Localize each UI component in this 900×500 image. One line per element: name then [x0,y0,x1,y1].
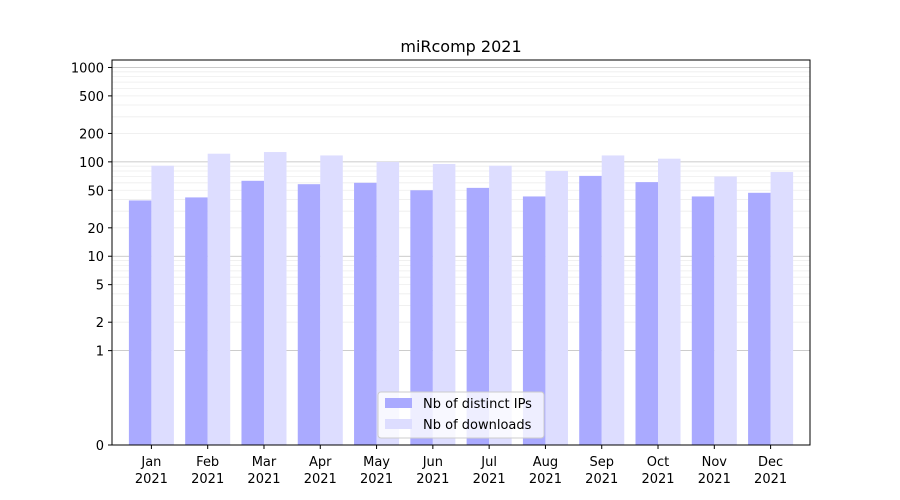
legend-label: Nb of downloads [423,418,532,433]
x-tick-label-year: 2021 [529,472,562,487]
y-tick-label: 5 [96,279,104,294]
legend-box [377,391,545,439]
legend: Nb of distinct IPs Nb of downloads [377,391,545,439]
bar-distinct-ips [691,196,715,445]
bar-downloads [432,163,456,445]
x-tick-label-year: 2021 [191,472,224,487]
x-tick-label-year: 2021 [473,472,506,487]
y-axis: 0 1 2 5 10 20 50 100 200 500 1000 [71,61,112,454]
bar-downloads [263,152,287,445]
legend-label: Nb of distinct IPs [423,397,532,412]
x-tick-label-year: 2021 [416,472,449,487]
bar-distinct-ips [297,184,321,445]
bar-distinct-ips [354,182,377,445]
y-tick-label: 200 [79,127,104,142]
x-tick-label-month: May [363,455,390,470]
x-tick-label-month: Aug [533,455,558,470]
x-tick-label-year: 2021 [360,472,393,487]
bars [128,152,794,446]
x-tick-label-year: 2021 [585,472,618,487]
y-tick-label: 1000 [71,61,104,76]
x-axis: Jan 2021 Feb 2021 Mar 2021 Apr 2021 May 2021 Jun 20… [135,445,787,487]
bar-distinct-ips [241,180,264,445]
bar-distinct-ips [410,190,433,445]
bar-downloads [489,165,512,445]
x-tick-label-month: Oct [647,455,669,470]
bar-downloads [376,161,400,445]
y-tick-label: 10 [87,250,104,265]
bar-distinct-ips [522,196,546,445]
y-tick-label: 100 [79,156,104,171]
chart-title: miRcomp 2021 [400,37,521,56]
legend-swatch [385,419,412,429]
x-tick-label-month: Jun [422,455,443,470]
plot-frame [111,59,811,446]
bar-distinct-ips [579,175,602,445]
bar-downloads [714,176,737,445]
bar-downloads [770,172,794,445]
x-tick-label-year: 2021 [247,472,280,487]
x-tick-label-month: Dec [758,455,783,470]
y-tick-label: 0 [96,439,104,454]
x-tick-label-year: 2021 [754,472,787,487]
bar-downloads [320,155,343,446]
y-tick-label: 2 [96,316,104,331]
y-tick-label: 1 [96,345,104,360]
bar-downloads [151,165,174,445]
bar-downloads [601,155,625,446]
x-tick-label-month: Apr [309,455,332,470]
bar-distinct-ips [635,182,659,445]
x-tick-label-month: Nov [702,455,728,470]
bar-distinct-ips [466,187,490,446]
legend-swatch [385,398,412,408]
x-tick-label-month: Sep [589,455,614,470]
x-tick-label-year: 2021 [641,472,674,487]
y-tick-label: 20 [87,222,104,237]
x-tick-label-month: Jul [480,455,497,470]
bar-downloads [658,158,681,445]
y-tick-label: 50 [87,184,104,199]
y-tick-label: 500 [79,90,104,105]
x-tick-label-year: 2021 [698,472,731,487]
x-tick-label-year: 2021 [304,472,337,487]
bar-distinct-ips [748,192,771,445]
x-tick-label-year: 2021 [135,472,168,487]
bar-distinct-ips [128,200,152,445]
bar-distinct-ips [185,197,208,445]
bar-downloads [207,153,231,445]
x-tick-label-month: Mar [252,455,277,470]
x-tick-label-month: Jan [140,455,161,470]
x-tick-label-month: Feb [196,455,219,470]
bar-downloads [545,171,568,446]
